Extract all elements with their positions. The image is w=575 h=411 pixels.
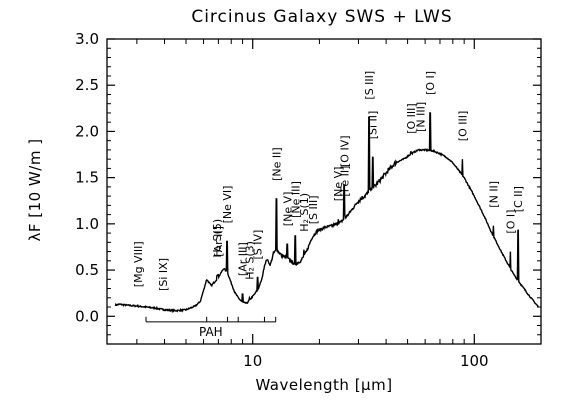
y-tick-label: 2.0: [75, 122, 99, 140]
emission-line-label: [Ne II]: [271, 147, 284, 181]
y-tick-label: 0.0: [75, 307, 99, 325]
y-tick-label: 2.5: [75, 76, 99, 94]
emission-line-label: [Si II]: [367, 111, 380, 140]
emission-line-label: [Si IX]: [157, 258, 170, 291]
emission-line-label: [C II]: [512, 186, 525, 212]
emission-line-label: [S IV]: [252, 230, 265, 260]
y-axis-label-group: λF [10 W/m ]: [26, 138, 44, 241]
x-axis-label: Wavelength [μm]: [255, 376, 392, 394]
emission-line-label: [O IV]: [338, 135, 351, 167]
spectrum-line: [114, 112, 539, 314]
emission-line-label: H₂ S(3): [243, 241, 256, 280]
emission-line-markers: [Mg VIII] [Si IX] H₂ S(5)[Ar II] [Ne VI] H₂ …: [132, 71, 525, 291]
y-axis: 0.0 0.5 1.0 1.5 2.0 2.5 3.0: [75, 30, 541, 336]
emission-line-label: [Ne V]: [332, 167, 345, 202]
chart-title: Circinus Galaxy SWS + LWS: [191, 7, 452, 27]
emission-line-label: [N III]: [415, 102, 428, 132]
x-tick-label: 100: [460, 352, 489, 370]
spectrum-series: [114, 112, 539, 314]
emission-line-label: [O III]: [405, 103, 418, 133]
y-tick-label: 1.5: [75, 169, 99, 187]
emission-line-label: [Ar III]: [237, 242, 250, 276]
y-tick-label: 0.5: [75, 261, 99, 279]
pah-annotation: PAH: [145, 316, 277, 339]
emission-line-label: [Ne VI]: [221, 186, 234, 224]
emission-line-label: H₂ S(1): [298, 193, 311, 232]
emission-line-label: [Mg VIII]: [132, 241, 145, 287]
emission-line-label: [O III]: [456, 111, 469, 141]
pah-label: PAH: [199, 325, 223, 339]
plot-frame: [106, 38, 542, 345]
emission-line-label: [S III]: [363, 71, 376, 100]
y-axis-label: λF [10 W/m ]: [26, 138, 44, 241]
emission-line-label: [N II]: [487, 181, 500, 208]
emission-line-label: [Ne III]: [289, 181, 302, 218]
emission-line-label: [Ar II]: [212, 226, 225, 257]
emission-line-label: [Fe II]: [339, 166, 352, 197]
emission-line-label: H₂ S(5): [211, 219, 224, 258]
y-axis-label-text: λF [10 W/m ]: [26, 138, 44, 241]
emission-line-label: [S III]: [307, 196, 320, 225]
y-tick-label: 1.0: [75, 215, 99, 233]
x-axis: 10 100: [136, 39, 542, 370]
y-tick-label: 3.0: [75, 30, 99, 48]
x-tick-label: 10: [243, 352, 262, 370]
emission-line-label: [O I]: [504, 210, 517, 234]
emission-line-label: [Ne V]: [281, 192, 294, 227]
emission-line-label: [O I]: [424, 71, 437, 95]
